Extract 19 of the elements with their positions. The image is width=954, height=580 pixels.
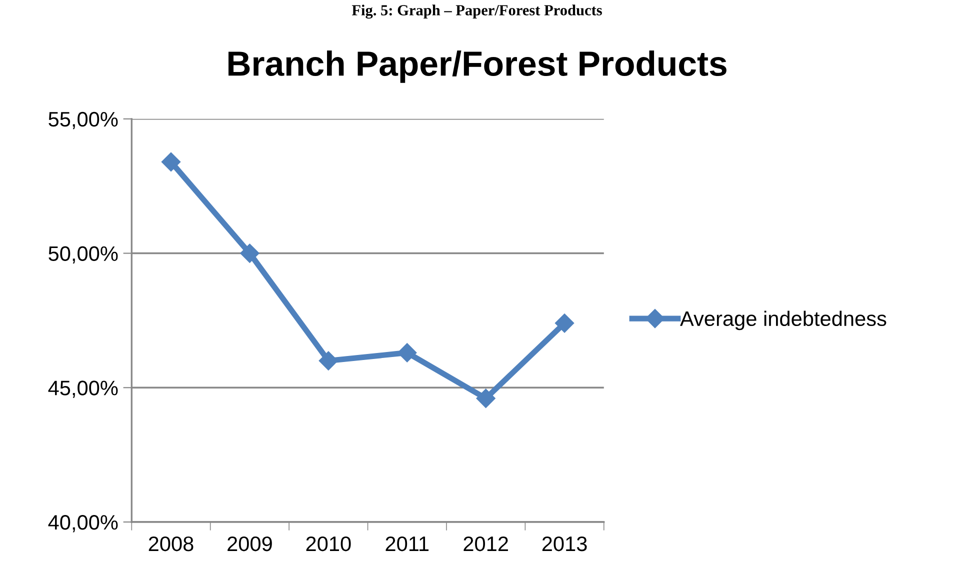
- point: [398, 343, 417, 362]
- point: [240, 244, 260, 263]
- x-tick-label: 2010: [306, 536, 351, 552]
- y-tick-label: 45,00%: [48, 380, 118, 398]
- y-tick-label: 40,00%: [48, 515, 118, 532]
- point: [554, 314, 574, 333]
- legend-label: Average indebtedness: [680, 310, 886, 330]
- x-tick-label: 2008: [148, 536, 194, 552]
- y-tick-label: 55,00%: [48, 112, 118, 130]
- x-tick-label: 2013: [542, 536, 587, 552]
- point: [318, 351, 338, 370]
- chart-title: Branch Paper/Forest Products: [228, 50, 726, 83]
- caption: Fig. 5: Graph – Paper/Forest Products: [352, 4, 602, 19]
- x-tick-label: 2009: [228, 536, 272, 552]
- y-tick-label: 50,00%: [48, 246, 118, 264]
- x-tick-label: 2012: [464, 536, 508, 552]
- point: [476, 388, 496, 408]
- point: [161, 152, 181, 172]
- x-tick-label: 2011: [386, 536, 429, 552]
